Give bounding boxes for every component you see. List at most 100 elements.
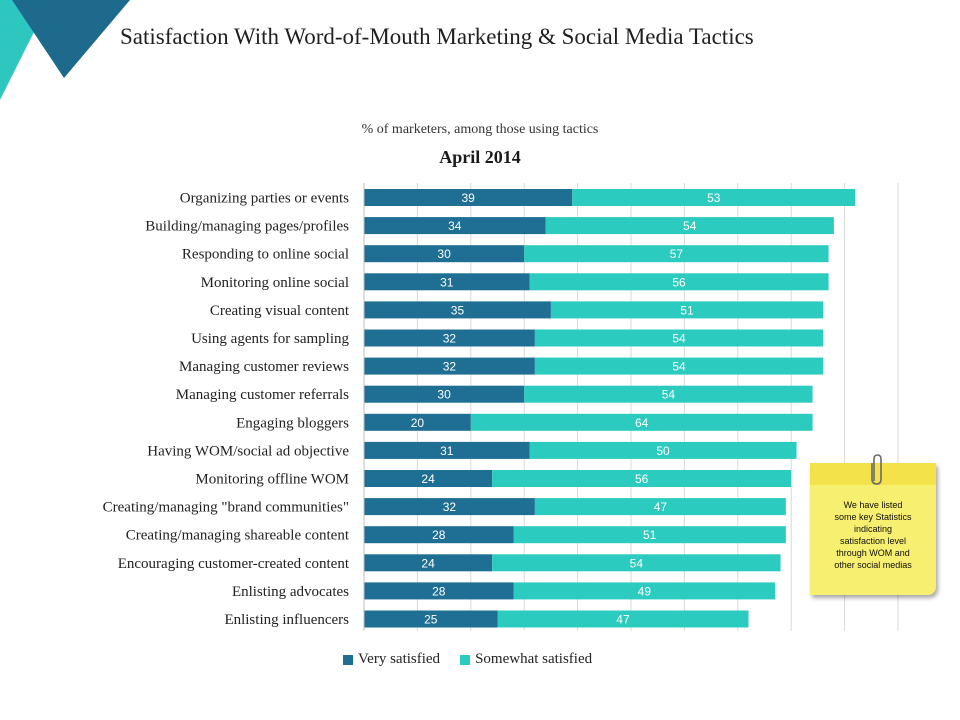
data-label: 56 (635, 472, 649, 486)
category-label: Using agents for sampling (191, 331, 349, 347)
data-label: 30 (437, 388, 451, 402)
bar-very-satisfied (364, 470, 493, 487)
data-label: 34 (448, 219, 462, 233)
legend-swatch-very (343, 654, 353, 665)
bar-very-satisfied (364, 554, 493, 572)
corner-dark-triangle (12, 0, 130, 78)
sticky-note-text: We have listed some key Statistics indic… (818, 499, 928, 571)
bar-somewhat-satisfied (534, 498, 786, 516)
bar-very-satisfied (364, 217, 546, 235)
category-label: Creating visual content (210, 303, 350, 319)
bar-somewhat-satisfied (545, 217, 834, 235)
bar-somewhat-satisfied (492, 470, 792, 487)
data-label: 31 (440, 444, 454, 458)
data-label: 32 (443, 360, 457, 374)
legend-label-very: Very satisfied (358, 651, 441, 667)
sticky-note-paper (810, 463, 936, 595)
paperclip-icon (871, 454, 882, 485)
bar-very-satisfied (364, 245, 525, 263)
data-label: 32 (443, 500, 457, 514)
sticky-note-top (810, 463, 936, 485)
legend-item-very: Very satisfied (343, 651, 440, 668)
data-label: 50 (656, 444, 670, 458)
bar-somewhat-satisfied (572, 189, 856, 206)
note-line: indicating (853, 524, 893, 534)
bar-very-satisfied (364, 357, 535, 375)
bar-somewhat-satisfied (497, 610, 749, 628)
data-label: 49 (638, 584, 652, 598)
legend: Very satisfied Somewhat satisfied (343, 651, 592, 668)
category-label: Organizing parties or events (180, 191, 349, 207)
bar-very-satisfied (364, 582, 514, 600)
note-line: through WOM and (836, 548, 910, 558)
category-label: Managing customer reviews (179, 359, 349, 375)
data-label: 51 (680, 303, 694, 317)
data-label: 24 (421, 472, 435, 486)
bar-somewhat-satisfied (513, 582, 776, 600)
data-label: 56 (672, 275, 686, 289)
category-label: Monitoring online social (201, 275, 349, 291)
category-label: Managing customer referrals (176, 387, 349, 403)
category-label: Building/managing pages/profiles (145, 219, 349, 235)
note-line: some key Statistics (834, 512, 912, 522)
data-label: 25 (424, 613, 438, 627)
bar-somewhat-satisfied (513, 526, 786, 544)
legend-label-somewhat: Somewhat satisfied (475, 651, 593, 667)
data-label: 28 (432, 528, 446, 542)
note-line: satisfaction level (839, 536, 907, 546)
category-label: Encouraging customer-created content (118, 556, 350, 572)
corner-decoration (0, 0, 130, 100)
data-label: 64 (635, 416, 649, 430)
bar-somewhat-satisfied (492, 554, 781, 572)
bar-very-satisfied (364, 498, 535, 516)
chart-period: April 2014 (439, 147, 521, 167)
chart-subtitle: % of marketers, among those using tactic… (361, 122, 599, 137)
category-label: Having WOM/social ad objective (147, 443, 349, 459)
bar-somewhat-satisfied (524, 245, 829, 263)
category-label: Creating/managing shareable content (126, 528, 350, 544)
category-label: Enlisting advocates (232, 584, 349, 600)
bar-somewhat-satisfied (550, 301, 824, 319)
category-label: Creating/managing "brand communities" (103, 500, 349, 516)
bar-very-satisfied (364, 441, 530, 459)
bar-somewhat-satisfied (470, 413, 813, 431)
bar-very-satisfied (364, 301, 551, 319)
bar-very-satisfied (364, 526, 514, 544)
data-label: 57 (670, 247, 684, 261)
data-label: 54 (630, 556, 644, 570)
bar-very-satisfied (364, 610, 498, 628)
bar-somewhat-satisfied (524, 385, 813, 403)
bar-very-satisfied (364, 413, 471, 431)
category-label: Monitoring offline WOM (195, 472, 349, 488)
data-label: 35 (451, 303, 465, 317)
data-label: 54 (672, 332, 686, 346)
data-label: 51 (643, 528, 657, 542)
data-label: 28 (432, 584, 446, 598)
data-label: 39 (461, 191, 475, 205)
legend-item-somewhat: Somewhat satisfied (460, 651, 592, 668)
note-line: other social medias (834, 560, 912, 570)
bar-very-satisfied (364, 273, 530, 291)
sticky-note: We have listed some key Statistics indic… (810, 454, 936, 597)
data-label: 47 (616, 613, 630, 627)
data-label: 54 (672, 360, 686, 374)
bar-somewhat-satisfied (534, 329, 824, 347)
chart-title: Satisfaction With Word-of-Mouth Marketin… (120, 24, 754, 49)
category-label: Engaging bloggers (236, 415, 349, 431)
category-label: Responding to online social (182, 247, 349, 263)
bar-very-satisfied (364, 385, 525, 403)
data-label: 32 (443, 332, 457, 346)
data-label: 30 (437, 247, 451, 261)
bar-somewhat-satisfied (529, 273, 829, 291)
data-label: 20 (411, 416, 425, 430)
data-label: 54 (683, 219, 697, 233)
legend-swatch-somewhat (460, 654, 471, 665)
data-label: 47 (654, 500, 668, 514)
bar-somewhat-satisfied (534, 357, 824, 375)
bar-somewhat-satisfied (529, 441, 797, 459)
data-label: 54 (662, 388, 676, 402)
data-label: 53 (707, 191, 721, 205)
data-label: 24 (421, 556, 435, 570)
bar-very-satisfied (364, 329, 535, 347)
